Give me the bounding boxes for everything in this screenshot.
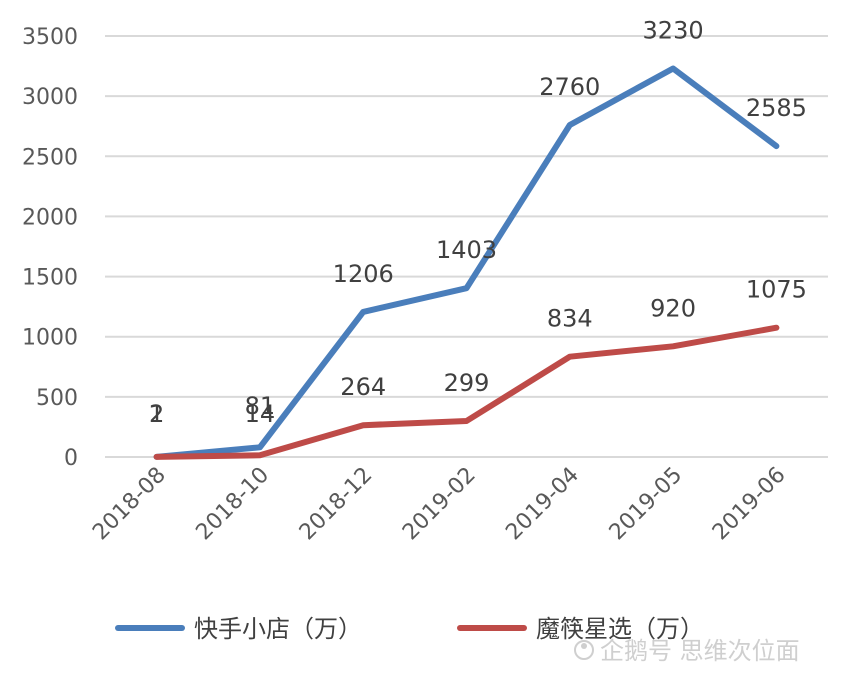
penguin-icon (574, 640, 594, 660)
data-label: 3230 (643, 16, 704, 44)
data-label: 2760 (539, 73, 600, 101)
legend-label: 快手小店（万） (194, 615, 362, 643)
legend-item-1: 快手小店（万） (115, 615, 362, 643)
data-label: 1206 (333, 260, 394, 288)
data-label: 920 (650, 294, 696, 322)
y-tick-label: 2500 (22, 145, 78, 170)
y-tick-label: 3500 (22, 25, 78, 50)
y-tick-label: 3000 (22, 85, 78, 110)
data-label: 1075 (746, 276, 807, 304)
y-tick-label: 1000 (22, 326, 78, 351)
x-tick-label: 2018-08 (88, 463, 171, 546)
data-label: 834 (547, 305, 593, 333)
series-line-1 (153, 65, 780, 460)
series-line-2 (153, 324, 780, 460)
x-axis-tick-labels: 2018-08 2018-10 2018-12 2019-02 2019-04 2019-… (88, 463, 790, 546)
y-tick-label: 500 (36, 386, 78, 411)
data-label: 264 (340, 373, 386, 401)
x-tick-label: 2019-04 (501, 463, 584, 546)
x-tick-label: 2019-02 (398, 463, 481, 546)
legend-item-2: 魔筷星选（万） (457, 615, 704, 643)
watermark-text: 企鹅号 思维次位面 (600, 637, 800, 665)
data-labels: 2 81 1206 1403 2760 3230 2585 1 14 264 299 834 920 10… (149, 16, 807, 428)
x-tick-label: 2019-05 (605, 463, 688, 546)
data-label: 1 (149, 400, 164, 428)
legend-label: 魔筷星选（万） (536, 615, 704, 643)
data-label: 299 (444, 369, 490, 397)
data-label: 14 (245, 400, 276, 428)
y-tick-label: 1500 (22, 266, 78, 291)
y-tick-label: 0 (64, 446, 78, 471)
data-label: 2 (149, 400, 164, 428)
gridlines (105, 35, 828, 458)
x-tick-label: 2019-06 (708, 463, 791, 546)
series-lines (153, 65, 780, 460)
y-tick-label: 2000 (22, 205, 78, 230)
legend: 快手小店（万） 魔筷星选（万） (115, 615, 704, 643)
x-tick-label: 2018-12 (295, 463, 378, 546)
data-label: 1403 (436, 236, 497, 264)
watermark: 企鹅号 思维次位面 (574, 637, 800, 665)
y-axis-tick-labels: 0 500 1000 1500 2000 2500 3000 3500 (22, 25, 78, 471)
data-label: 81 (245, 392, 276, 420)
x-tick-label: 2018-10 (191, 463, 274, 546)
data-label: 2585 (746, 94, 807, 122)
